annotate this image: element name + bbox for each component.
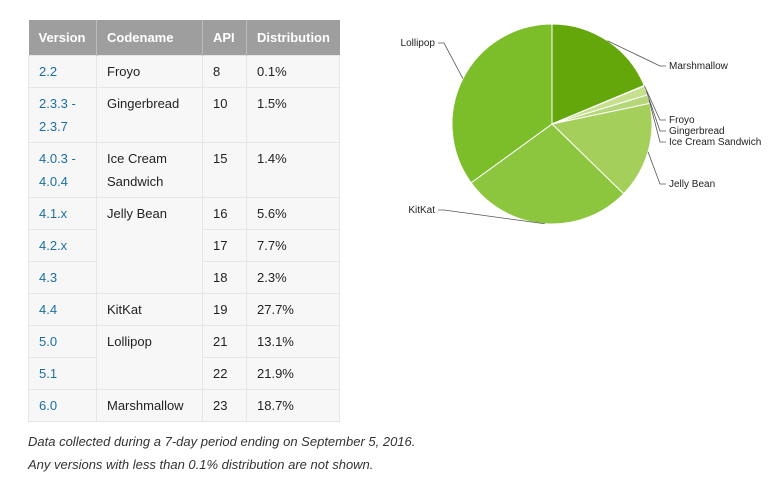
version-link[interactable]: 4.3 [39,269,58,285]
pie-slice-marshmallow [551,23,645,125]
pie-leader-froyo [644,85,666,121]
pie-label-marshmallow: Marshmallow [669,61,729,72]
table-row: 6.0 Marshmallow 23 18.7% [28,388,341,422]
api-cell: 22 [202,356,247,390]
api-cell: 16 [202,196,247,230]
codename-cell: KitKat [96,292,203,326]
table-row: 2.3.3 -2.3.7 Gingerbread 10 1.5% [28,86,341,143]
version-link[interactable]: 5.0 [39,333,58,349]
footnote-min-distribution: Any versions with less than 0.1% distrib… [28,457,374,472]
version-link[interactable]: 2.3.3 -2.3.7 [39,95,76,134]
api-cell: 18 [202,260,247,294]
table-row: 4.1.x Jelly Bean 16 5.6% [28,196,341,294]
table-row: 4.2.x 17 7.7% [28,228,341,262]
pie-leader-gingerbread [645,90,666,132]
version-cell[interactable]: 4.4 [28,292,97,326]
api-cell: 23 [202,388,247,422]
api-cell: 19 [202,292,247,326]
table-row: 5.0 Lollipop 21 13.1% [28,324,341,390]
pie-label-jelly-bean: Jelly Bean [669,179,715,190]
codename-cell: Lollipop [96,324,203,390]
table-row: 2.2 Froyo 8 0.1% [28,54,341,88]
distribution-cell: 27.7% [245,292,341,326]
version-link[interactable]: 4.1.x [39,205,68,221]
pie-leader-ice-cream-sandwich [648,99,666,143]
distribution-cell: 18.7% [245,388,341,422]
version-link[interactable]: 5.1 [39,365,58,381]
version-cell[interactable]: 4.0.3 -4.0.4 [28,141,97,198]
api-cell: 17 [202,228,247,262]
table-row: 4.4 KitKat 19 27.7% [28,292,341,326]
codename-cell: Marshmallow [96,388,203,422]
pie-leader-jelly-bean [647,151,666,185]
pie-label-gingerbread: Gingerbread [669,126,725,137]
table-row: 4.0.3 -4.0.4 Ice Cream Sandwich 15 1.4% [28,141,341,198]
version-cell[interactable]: 5.1 [28,356,97,390]
footnote-collection-period: Data collected during a 7-day period end… [28,434,416,449]
distribution-cell: 2.3% [245,260,341,294]
header-codename: Codename [96,20,203,55]
header-version: Version [28,20,97,55]
header-distribution: Distribution [246,20,340,55]
codename-cell: Froyo [96,54,203,88]
version-link[interactable]: 6.0 [39,397,58,413]
version-cell[interactable]: 6.0 [28,388,97,422]
distribution-cell: 1.5% [245,86,341,143]
distribution-cell: 13.1% [245,324,341,358]
pie-label-froyo: Froyo [669,115,695,126]
pie-leader-lollipop [438,42,464,79]
api-cell: 8 [202,54,247,88]
pie-label-lollipop: Lollipop [401,38,436,49]
pie-label-kitkat: KitKat [408,205,435,216]
pie-slice-lollipop [451,23,553,184]
version-cell[interactable]: 5.0 [28,324,97,358]
footnotes: Data collected during a 7-day period end… [28,430,415,476]
version-link[interactable]: 2.2 [39,63,58,79]
api-cell: 10 [202,86,247,143]
table-row: 4.3 18 2.3% [28,260,341,294]
table-row: 5.1 22 21.9% [28,356,341,390]
version-link[interactable]: 4.4 [39,301,58,317]
codename-cell: Gingerbread [96,86,203,143]
version-link[interactable]: 4.2.x [39,237,68,253]
distribution-cell: 0.1% [245,54,341,88]
api-cell: 21 [202,324,247,358]
distribution-cell: 7.7% [245,228,341,262]
codename-cell: Ice Cream Sandwich [96,141,203,198]
distribution-cell: 1.4% [245,141,341,198]
version-cell[interactable]: 2.2 [28,54,97,88]
api-cell: 15 [202,141,247,198]
distribution-cell: 5.6% [245,196,341,230]
version-cell[interactable]: 4.2.x [28,228,97,262]
distribution-table: Version Codename API Distribution 2.2 Fr… [28,20,341,422]
table-header-row: Version Codename API Distribution [28,20,340,55]
pie-leader-kitkat [438,209,545,225]
version-link[interactable]: 4.0.3 -4.0.4 [39,150,76,189]
version-cell[interactable]: 4.1.x [28,196,97,230]
header-api: API [202,20,247,55]
distribution-cell: 21.9% [245,356,341,390]
codename-cell: Jelly Bean [96,196,203,294]
pie-label-ice-cream-sandwich: Ice Cream Sandwich [669,137,761,148]
pie-leader-marshmallow [607,40,666,67]
version-cell[interactable]: 4.3 [28,260,97,294]
version-cell[interactable]: 2.3.3 -2.3.7 [28,86,97,143]
